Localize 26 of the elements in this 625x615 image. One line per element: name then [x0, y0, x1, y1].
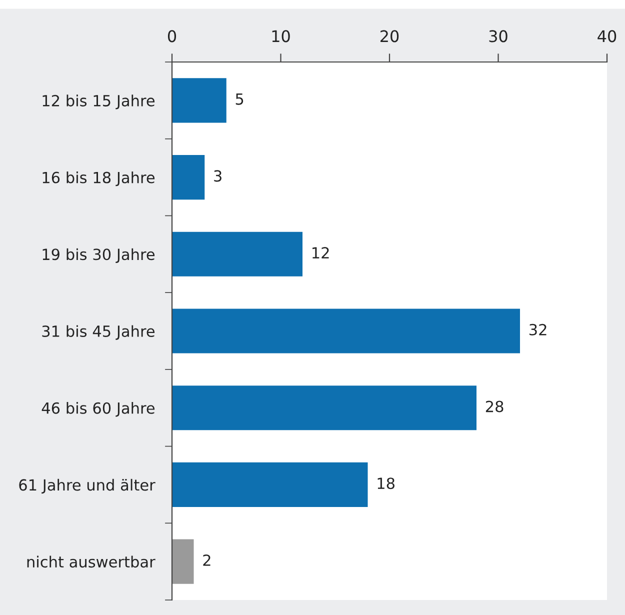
y-tick-label: 12 bis 15 Jahre: [42, 94, 155, 110]
bar: [172, 308, 520, 354]
data-label: 28: [486, 400, 504, 412]
data-label: 32: [530, 324, 546, 336]
data-label: 2: [203, 554, 210, 566]
x-tick-label: 40: [598, 30, 616, 42]
x-tick-label: 0: [168, 30, 176, 42]
bar: [172, 154, 205, 200]
bar: [172, 539, 194, 584]
data-label: 5: [236, 94, 244, 105]
bar: [172, 78, 226, 123]
x-tick-label: 10: [272, 30, 290, 42]
x-tick-label: 20: [380, 30, 399, 42]
y-tick-label: 61 Jahre und älter: [19, 478, 156, 494]
bar: [172, 386, 476, 430]
y-tick-label: 16 bis 18 Jahre: [42, 171, 155, 186]
y-tick-label: 19 bis 30 Jahre: [42, 248, 155, 264]
bar: [172, 462, 368, 508]
data-label: 3: [214, 170, 222, 182]
data-label: 18: [378, 478, 394, 490]
y-tick-label: 31 bis 45 Jahre: [42, 325, 155, 340]
y-tick-label: nicht auswertbar: [27, 556, 156, 568]
bar: [172, 232, 302, 276]
data-label: 12: [312, 247, 329, 258]
x-tick-label: 30: [489, 30, 508, 42]
y-tick-label: 46 bis 60 Jahre: [42, 402, 155, 417]
